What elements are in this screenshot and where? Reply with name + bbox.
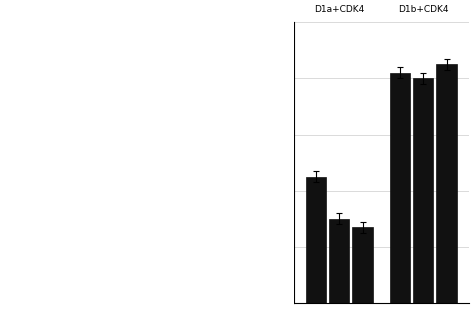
Bar — [352, 227, 373, 303]
Bar — [437, 64, 457, 303]
Bar — [306, 177, 326, 303]
Y-axis label: % Nuclear: % Nuclear — [254, 138, 264, 188]
Bar — [390, 73, 410, 303]
Text: E.: E. — [232, 11, 246, 24]
Text: D1a+CDK4: D1a+CDK4 — [314, 5, 365, 14]
Bar — [413, 78, 433, 303]
Text: D1b+CDK4: D1b+CDK4 — [398, 5, 448, 14]
Bar — [329, 219, 349, 303]
